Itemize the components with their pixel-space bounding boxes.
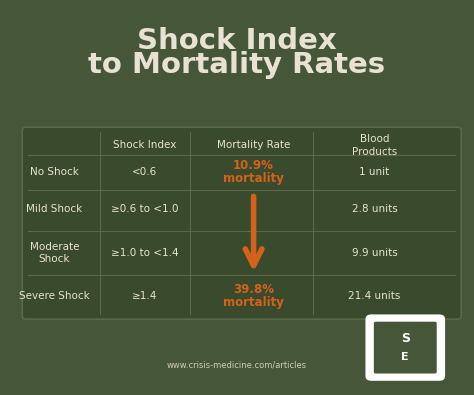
Text: 1 unit: 1 unit: [359, 167, 390, 177]
Text: Shock Index: Shock Index: [113, 140, 176, 150]
Text: mortality: mortality: [223, 172, 284, 184]
Text: S: S: [401, 333, 410, 345]
FancyBboxPatch shape: [365, 314, 445, 381]
Text: ≥1.0 to <1.4: ≥1.0 to <1.4: [111, 248, 178, 258]
Text: to Mortality Rates: to Mortality Rates: [89, 51, 385, 79]
Text: Severe Shock: Severe Shock: [19, 291, 90, 301]
Text: Mild Shock: Mild Shock: [27, 204, 82, 214]
FancyBboxPatch shape: [22, 127, 461, 319]
Text: No Shock: No Shock: [30, 167, 79, 177]
Text: <0.6: <0.6: [132, 167, 157, 177]
Text: 10.9%: 10.9%: [233, 159, 274, 172]
Text: Moderate
Shock: Moderate Shock: [30, 242, 79, 264]
Text: 21.4 units: 21.4 units: [348, 291, 401, 301]
Text: mortality: mortality: [223, 296, 284, 309]
Text: 39.8%: 39.8%: [233, 284, 274, 296]
Text: ≥0.6 to <1.0: ≥0.6 to <1.0: [111, 204, 178, 214]
Text: Shock Index: Shock Index: [137, 28, 337, 55]
FancyBboxPatch shape: [372, 320, 438, 375]
Text: ≥1.4: ≥1.4: [132, 291, 157, 301]
Text: 9.9 units: 9.9 units: [352, 248, 397, 258]
Text: E: E: [401, 352, 409, 362]
Text: Blood
Products: Blood Products: [352, 134, 397, 156]
Text: Mortality Rate: Mortality Rate: [217, 140, 290, 150]
Text: 2.8 units: 2.8 units: [352, 204, 397, 214]
Text: www.crisis-medicine.com/articles: www.crisis-medicine.com/articles: [167, 361, 307, 370]
